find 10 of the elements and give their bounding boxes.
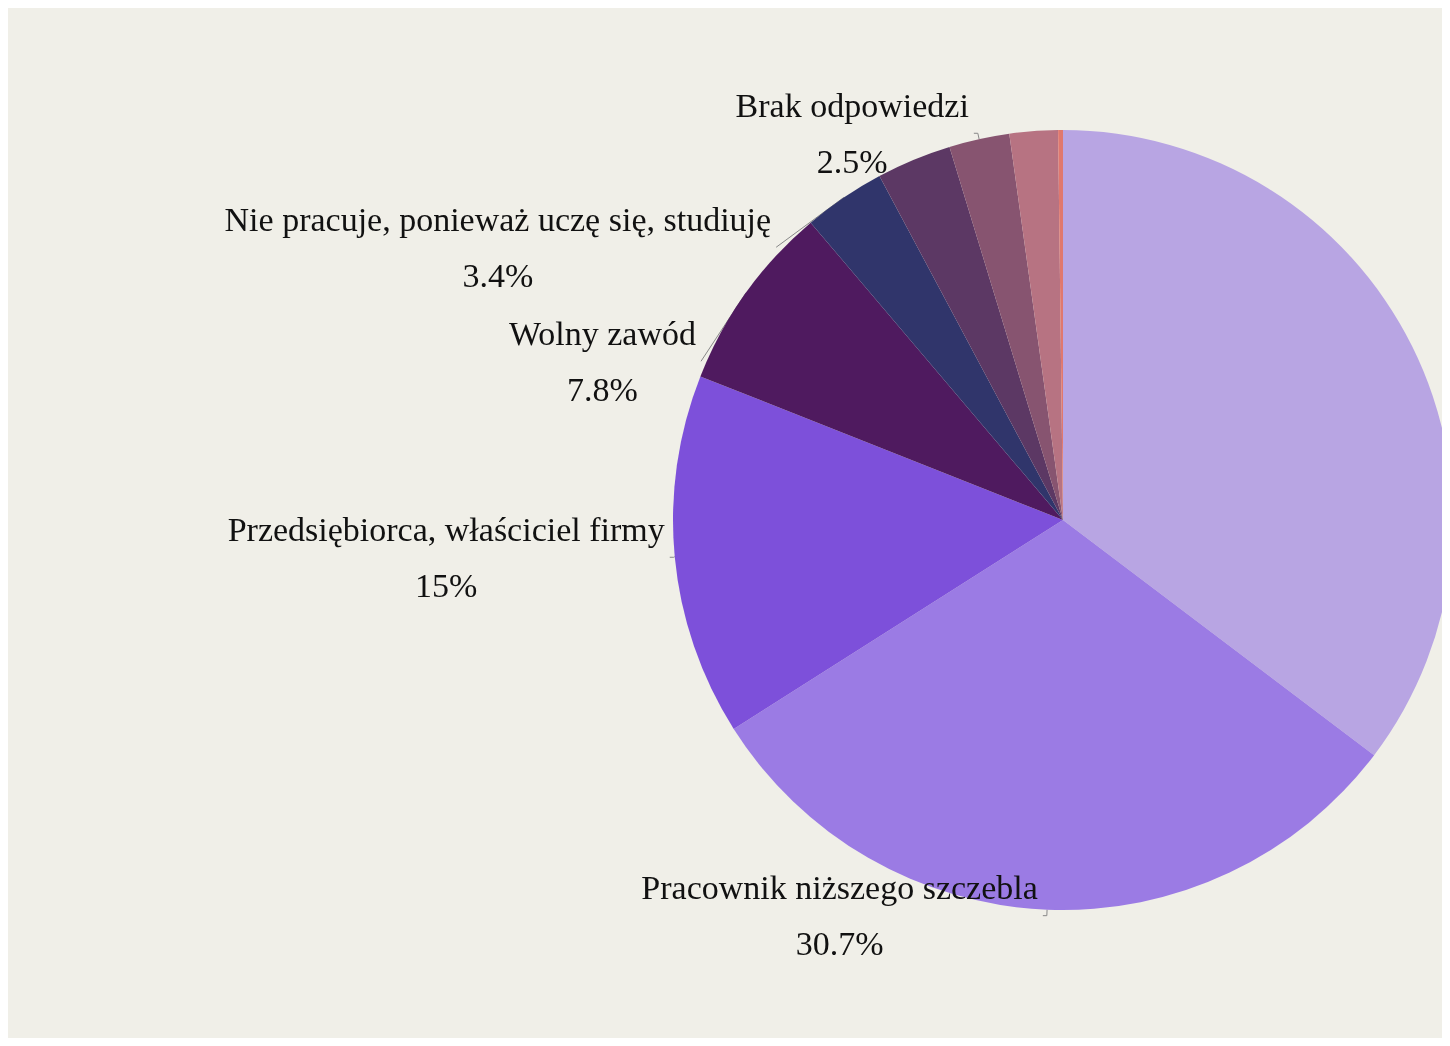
data-label: 3.4% (462, 256, 534, 294)
slice-label: Wolny zawód (508, 314, 697, 352)
data-label: 2.5% (816, 142, 888, 180)
slice-label: Nie pracuje, ponieważ uczę się, studiuję (224, 200, 772, 238)
slice-label: Pracownik niższego szczebla (641, 869, 1038, 907)
data-label: 15% (415, 566, 478, 604)
slice-label: Brak odpowiedzi (735, 86, 969, 124)
data-label: 30.7% (795, 925, 884, 963)
data-label: 7.8% (567, 370, 638, 408)
slice-label: Przedsiębiorca, właściciel firmy (227, 510, 665, 548)
